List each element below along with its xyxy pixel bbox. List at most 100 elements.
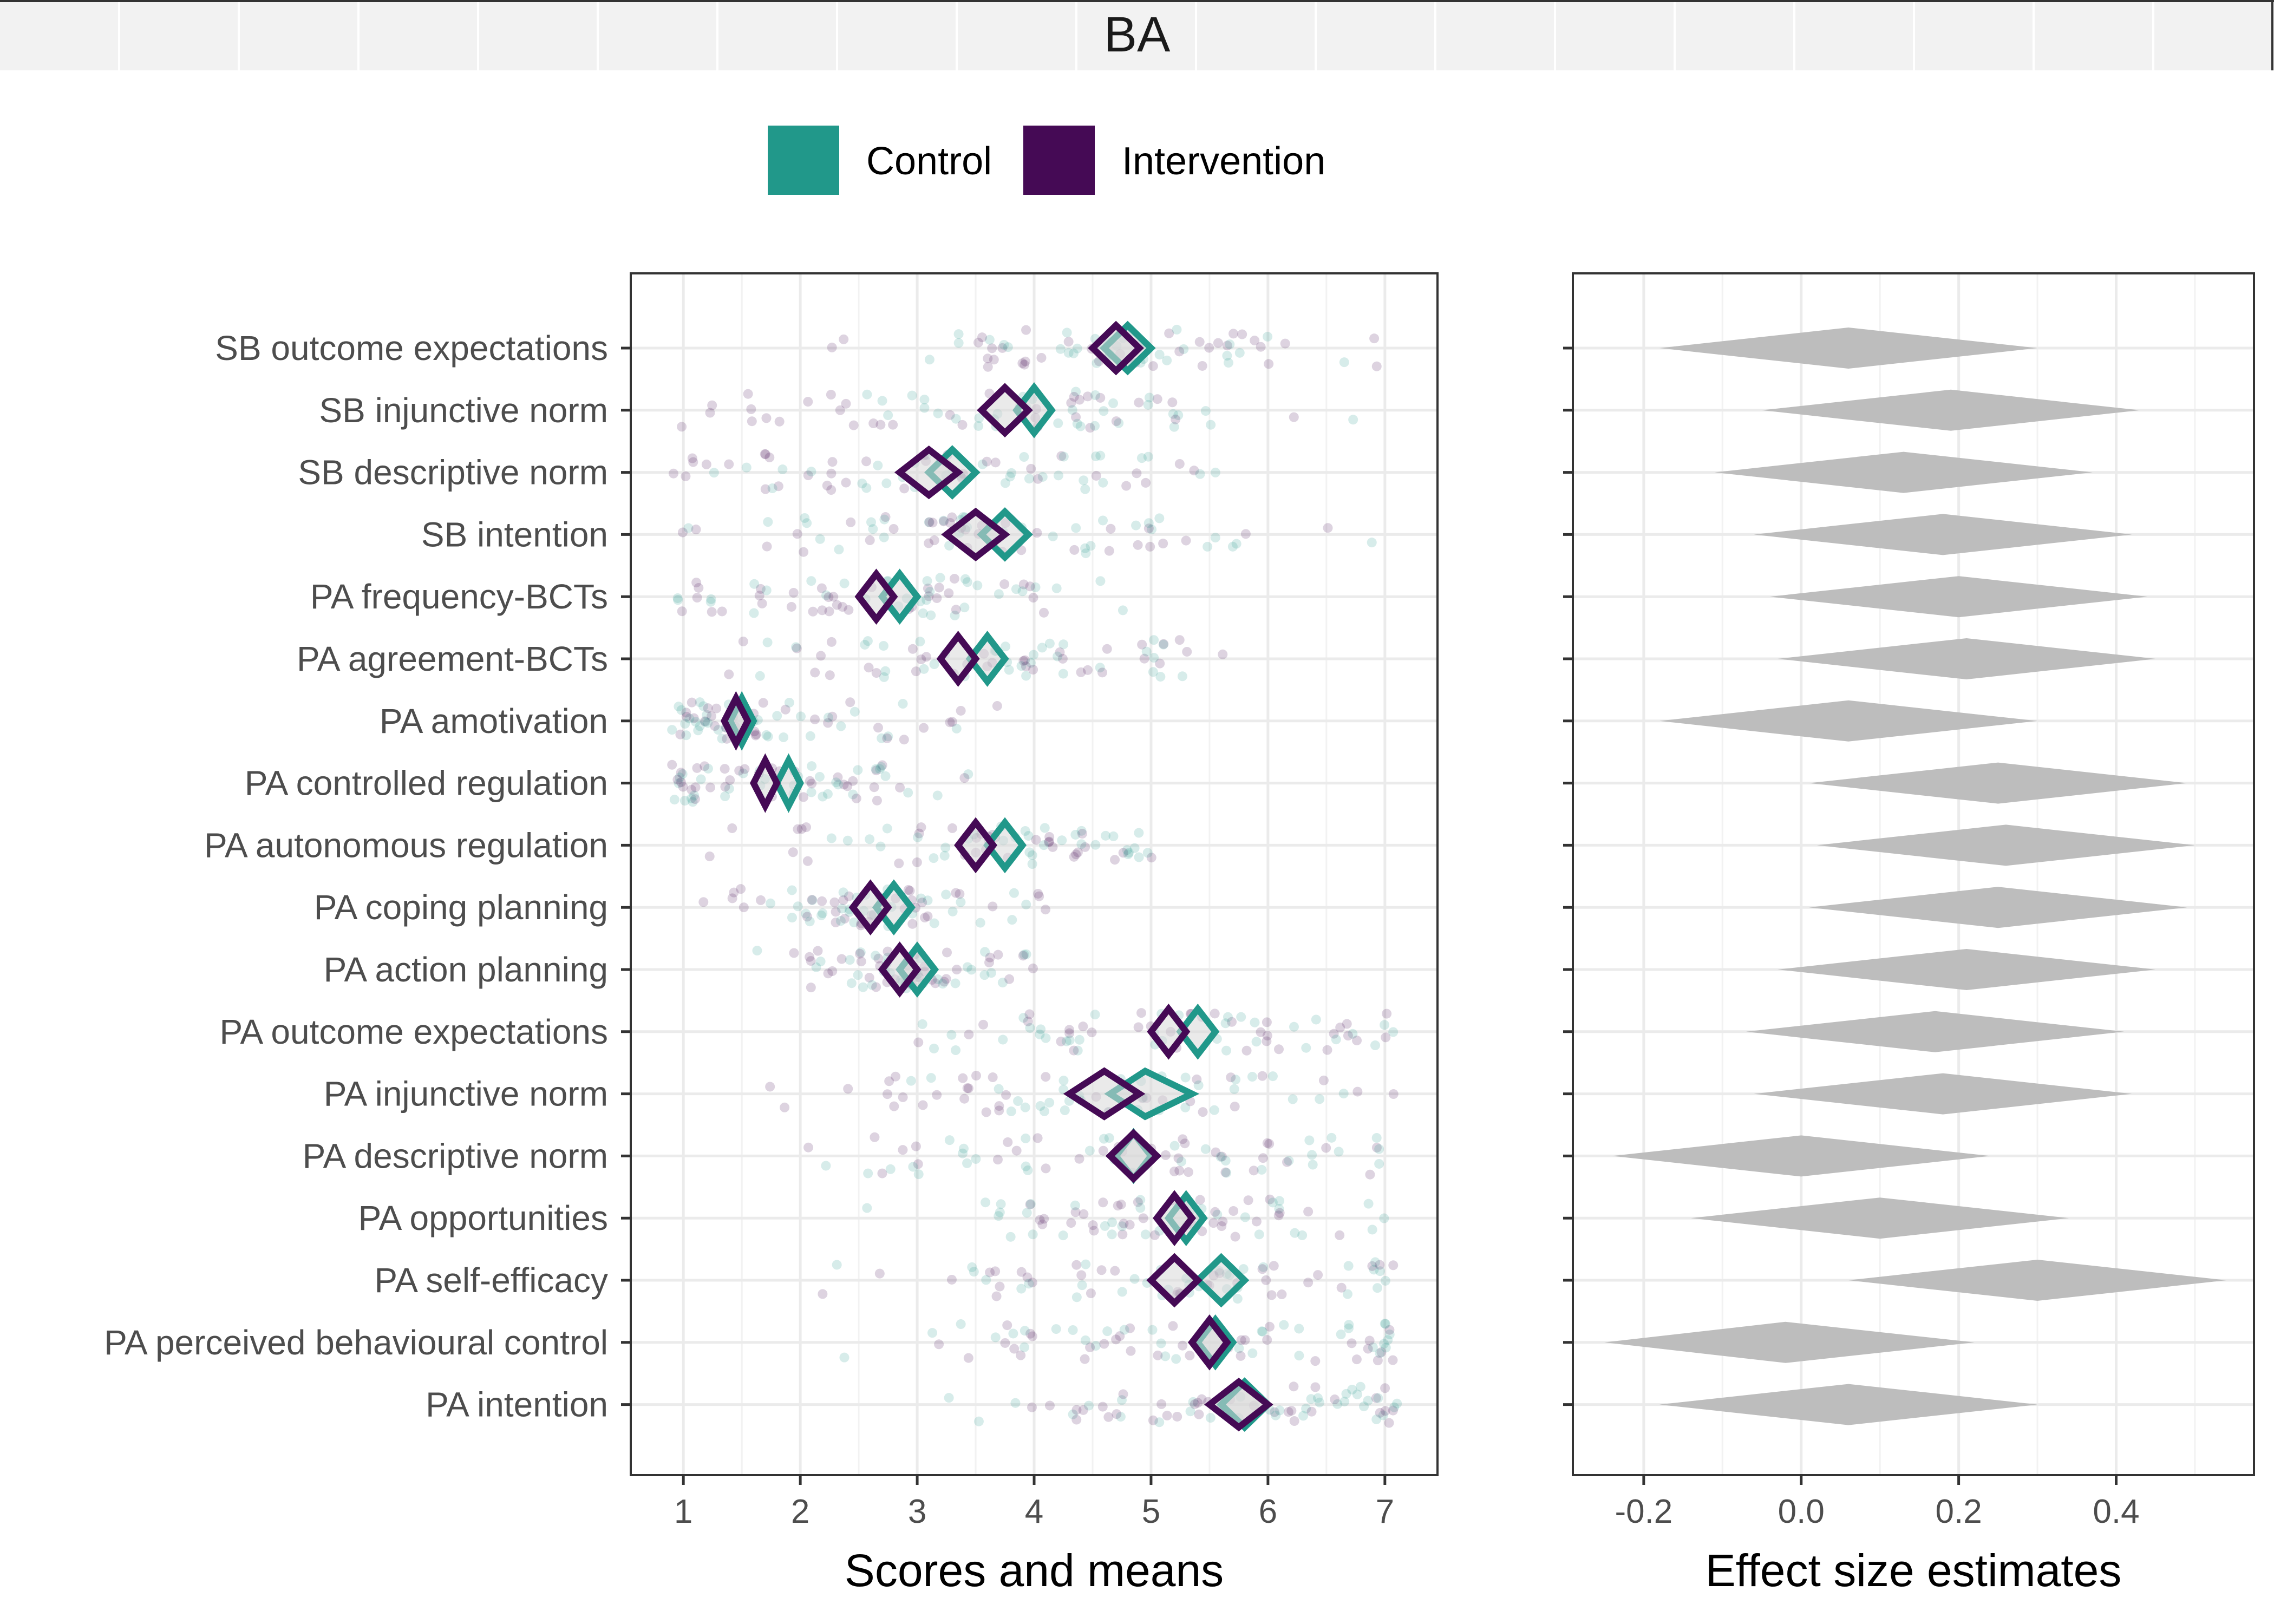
raw-point [946,1030,957,1040]
raw-point [1007,468,1017,478]
raw-point [980,947,990,957]
legend-label-intervention: Intervention [1122,140,1325,183]
raw-point [957,420,968,430]
raw-point [1048,842,1058,852]
raw-point [1171,1354,1181,1364]
facet-strip-dividers [0,0,2274,70]
raw-point [1173,1153,1184,1163]
raw-point [1384,1329,1395,1339]
raw-point [724,783,734,794]
raw-point [984,335,995,345]
raw-point [997,978,1008,988]
scores-x-tick-label: 2 [791,1493,809,1530]
raw-point [1229,329,1239,339]
raw-point [942,947,952,958]
category-label-sb-intention: SB intention [421,515,608,554]
raw-point [686,793,696,803]
raw-point [1118,1229,1128,1240]
raw-point [811,962,821,972]
raw-point [1306,1406,1317,1417]
raw-point [871,982,881,992]
raw-point [903,788,913,798]
raw-point [918,1100,928,1110]
raw-point [1304,1135,1315,1145]
raw-point [1035,1029,1045,1039]
raw-point [687,453,697,463]
raw-point [1145,541,1155,552]
raw-point [689,790,700,801]
effect-x-tick-label: 0.0 [1778,1493,1825,1530]
raw-point [929,853,939,863]
mean-diamond-intervention-pa-perceived-behavioural-control [1187,1314,1231,1371]
raw-point [880,666,891,676]
raw-point [1057,653,1068,664]
raw-point [817,896,827,906]
raw-point [922,595,932,605]
mean-diamond-control-pa-injunctive-norm [1104,1067,1200,1121]
raw-point [1152,394,1162,404]
raw-point [681,730,691,741]
raw-point [1030,582,1041,592]
raw-point [1275,1405,1285,1416]
raw-point [997,343,1008,353]
raw-point [1240,1335,1250,1345]
raw-point [1367,1261,1377,1271]
raw-point [1020,826,1030,836]
raw-point [861,483,872,493]
raw-point [833,772,843,782]
raw-point [1070,1207,1081,1217]
raw-point [945,410,955,420]
raw-point [1080,543,1090,553]
raw-point [1375,1260,1385,1270]
raw-point [826,833,837,843]
raw-point [1194,1409,1204,1419]
raw-point [983,362,993,372]
raw-point [1027,859,1037,869]
raw-point [806,576,816,586]
raw-point [1154,513,1165,523]
raw-point [1036,1024,1046,1034]
raw-point [1173,410,1184,420]
raw-point [789,948,799,958]
effect-diamond-pa-perceived-behavioural-control [1604,1321,1975,1363]
raw-point [761,413,772,423]
raw-point [805,776,815,786]
raw-point [703,718,713,728]
raw-point [1053,470,1063,481]
raw-point [880,771,891,781]
raw-point [912,857,922,867]
raw-point [1070,1200,1080,1210]
category-label-pa-frequency-bcts: PA frequency-BCTs [310,577,608,616]
raw-point [839,334,849,344]
raw-point [1076,839,1087,849]
raw-point [994,1211,1004,1221]
raw-point [865,535,875,546]
raw-point [1217,1151,1227,1162]
raw-point [738,636,748,646]
raw-point [934,582,944,593]
raw-point [865,834,875,844]
raw-point [863,1168,873,1178]
raw-point [1256,1027,1266,1037]
raw-point [1086,541,1096,551]
raw-point [1282,1157,1292,1167]
raw-point [1076,667,1086,677]
raw-point [826,390,836,400]
raw-point [807,761,817,771]
raw-point [1095,663,1105,673]
raw-point [677,769,688,779]
raw-point [676,768,686,778]
raw-point [1355,1381,1365,1392]
raw-point [1102,644,1112,654]
raw-point [1097,1402,1108,1412]
raw-point [681,471,691,481]
raw-point [1003,342,1013,352]
raw-point [1283,1407,1293,1417]
raw-point [1158,539,1168,549]
raw-point [1336,1282,1347,1293]
raw-point [905,886,915,896]
raw-point [698,897,709,907]
raw-point [1104,546,1114,556]
raw-point [1139,653,1149,664]
category-label-sb-injunctive-norm: SB injunctive norm [319,391,608,430]
